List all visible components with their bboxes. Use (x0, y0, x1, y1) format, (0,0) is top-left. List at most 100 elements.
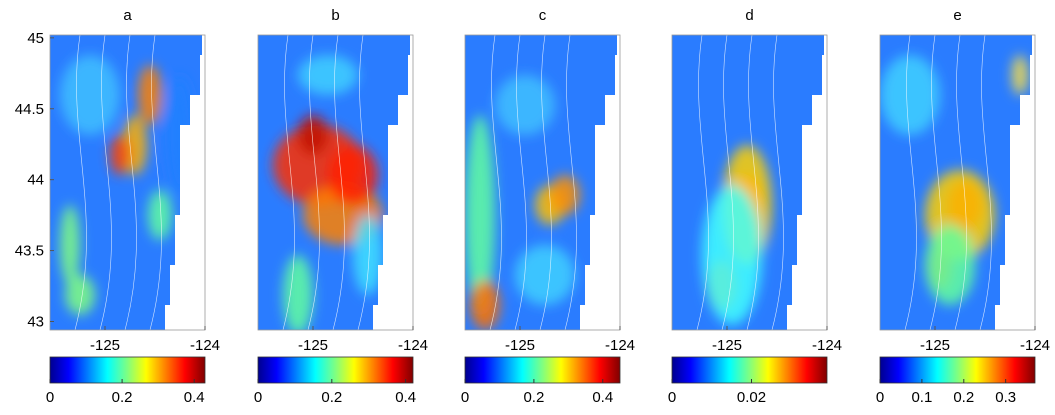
field-feature (353, 215, 383, 295)
field-feature (165, 75, 195, 195)
colorbar-tick-label: 0 (876, 389, 884, 406)
x-tick-label: -124 (1020, 337, 1050, 354)
x-tick-label: -125 (712, 337, 742, 354)
field-feature (465, 115, 495, 315)
x-tick-label: -124 (398, 337, 428, 354)
isobath (539, 35, 552, 330)
frame (49, 34, 206, 331)
colorbar-tick-label: 0 (254, 389, 262, 406)
field-feature (298, 55, 358, 95)
field-feature (328, 145, 378, 205)
isobath (489, 35, 502, 330)
field (465, 35, 617, 330)
colorbar-tick-label: 0.2 (112, 389, 133, 406)
panel-title: d (745, 7, 753, 24)
field-features (465, 75, 580, 330)
field-feature (283, 255, 313, 330)
isobath (979, 35, 992, 330)
map-panel: e -125 -124 0 0.1 0.2 0.3 (876, 7, 1050, 406)
field-feature (470, 280, 500, 330)
isobath (746, 35, 759, 330)
map-panel: b -125 -124 0 0.2 0.4 (254, 7, 428, 406)
colorbar-tick-label: 0.4 (184, 389, 205, 406)
isobath (696, 35, 709, 330)
field-features (880, 55, 1028, 305)
colorbar (879, 356, 1036, 384)
field-feature (925, 225, 975, 305)
x-tick-label: -125 (298, 337, 328, 354)
colorbar (257, 356, 414, 384)
field-features (702, 145, 772, 325)
colorbar (671, 356, 828, 384)
x-tick-label: -124 (605, 337, 635, 354)
colorbar-tick-label: 0 (668, 389, 676, 406)
isobath (929, 35, 942, 330)
isobath (282, 35, 295, 330)
isobath (721, 35, 734, 330)
colorbar-tick-label: 0.3 (995, 389, 1016, 406)
isobath (771, 35, 784, 330)
frame (257, 34, 414, 331)
field-feature (110, 135, 130, 175)
colorbar-tick-label: 0.02 (737, 389, 766, 406)
field (880, 35, 1032, 330)
x-tick-label: -125 (920, 337, 950, 354)
field-feature (495, 75, 555, 135)
field-feature (298, 115, 328, 155)
isobath (904, 35, 917, 330)
isobath (149, 35, 162, 330)
isobath (124, 35, 137, 330)
field-feature (60, 205, 80, 285)
map-panel: a -125 -124 43 43.5 44 44.5 45 0 0.2 0.4 (15, 7, 220, 406)
field-feature (702, 185, 762, 325)
x-tick-label: -125 (90, 337, 120, 354)
x-tick-label: -124 (190, 337, 220, 354)
field (672, 35, 824, 330)
frame (671, 34, 828, 331)
colorbar-tick-label: 0.1 (911, 389, 932, 406)
isobath (954, 35, 967, 330)
isobath (307, 35, 320, 330)
panel-title: b (331, 7, 339, 24)
field-feature (515, 245, 575, 305)
field-feature (1012, 55, 1028, 95)
frame (464, 34, 621, 331)
panel-title: e (953, 7, 961, 24)
isobath (99, 35, 112, 330)
y-tick-label: 43 (27, 313, 44, 330)
colorbar-tick-label: 0.4 (395, 389, 416, 406)
y-tick-label: 44 (27, 172, 44, 189)
colorbar-tick-label: 0.2 (321, 389, 342, 406)
isobath (564, 35, 577, 330)
isobath (514, 35, 527, 330)
map-panel: d -125 -124 0 0.02 (668, 7, 842, 406)
field-feature (550, 175, 580, 215)
y-tick-label: 44.5 (15, 101, 44, 118)
field-feature (138, 65, 162, 125)
field (258, 35, 410, 330)
colorbar-tick-label: 0 (461, 389, 469, 406)
field-features (60, 55, 195, 315)
field-feature (65, 275, 95, 315)
field (50, 35, 202, 330)
colorbar (49, 356, 206, 384)
y-tick-label: 45 (27, 30, 44, 47)
isobath (74, 35, 87, 330)
field-feature (148, 190, 172, 240)
isobath (332, 35, 345, 330)
field-features (273, 55, 383, 330)
field-feature (60, 55, 120, 135)
colorbar (464, 356, 621, 384)
map-panel: c -125 -124 0 0.2 0.4 (461, 7, 635, 406)
panel-title: c (539, 7, 547, 24)
field-feature (880, 55, 940, 135)
x-tick-label: -124 (812, 337, 842, 354)
panel-title: a (123, 7, 132, 24)
isobath (357, 35, 370, 330)
colorbar-tick-label: 0.2 (953, 389, 974, 406)
x-tick-label: -125 (505, 337, 535, 354)
colorbar-tick-label: 0 (46, 389, 54, 406)
colorbar-tick-label: 0.2 (523, 389, 544, 406)
frame (879, 34, 1036, 331)
